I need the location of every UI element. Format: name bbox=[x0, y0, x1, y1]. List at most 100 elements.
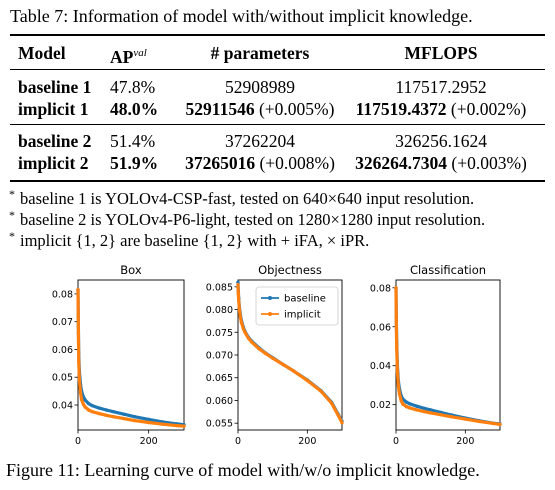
data-point-implicit bbox=[90, 409, 94, 414]
y-tick-label: 0.085 bbox=[206, 282, 233, 293]
cell-ap: 48.0% bbox=[110, 99, 159, 119]
data-point-implicit bbox=[439, 413, 443, 417]
data-point-implicit bbox=[498, 422, 502, 427]
data-point-implicit bbox=[257, 346, 261, 351]
y-tick-label: 0.06 bbox=[52, 345, 73, 356]
data-point-implicit bbox=[236, 298, 241, 303]
table-row: implicit 1 48.0% 52911546 (+0.005%) 1175… bbox=[10, 97, 545, 121]
table-group-rule bbox=[10, 124, 545, 125]
table-note: * baseline 1 is YOLOv4-CSP-fast, tested o… bbox=[9, 187, 475, 208]
data-point-implicit bbox=[415, 408, 419, 412]
y-tick-label: 0.04 bbox=[52, 401, 73, 412]
data-point-implicit bbox=[236, 291, 241, 296]
y-tick-label: 0.04 bbox=[370, 361, 391, 372]
data-point-baseline bbox=[97, 406, 101, 410]
data-point-baseline bbox=[415, 404, 419, 408]
data-point-implicit bbox=[243, 330, 247, 334]
data-point-implicit bbox=[175, 423, 179, 428]
data-point-implicit bbox=[246, 336, 251, 340]
data-point-implicit bbox=[397, 392, 402, 396]
legend-label-baseline: baseline bbox=[284, 294, 326, 305]
table-header-rule bbox=[10, 69, 545, 70]
header-model: Model bbox=[18, 43, 66, 63]
cell-params: 37262204 bbox=[225, 131, 295, 151]
cell-model: implicit 2 bbox=[18, 153, 89, 173]
data-point-implicit bbox=[146, 420, 151, 425]
data-point-implicit bbox=[394, 346, 399, 350]
x-tick-label: 200 bbox=[456, 436, 474, 447]
data-point-implicit bbox=[463, 417, 468, 421]
legend bbox=[255, 286, 339, 326]
data-point-implicit bbox=[111, 414, 116, 419]
data-point-baseline bbox=[146, 417, 151, 422]
y-tick-label: 0.060 bbox=[206, 396, 233, 407]
y-tick-label: 0.075 bbox=[206, 328, 233, 339]
table-note: * baseline 2 is YOLOv4-P6-light, tested o… bbox=[9, 208, 486, 229]
data-point-implicit bbox=[81, 402, 86, 406]
data-point-implicit bbox=[477, 419, 481, 424]
data-point-implicit bbox=[336, 414, 341, 418]
figure-caption: Figure 11: Learning curve of model with/… bbox=[6, 460, 480, 480]
data-point-implicit bbox=[238, 315, 243, 319]
cell-mflops: 326264.7304 (+0.003%) bbox=[355, 153, 527, 173]
data-point-implicit bbox=[182, 424, 186, 428]
data-point-implicit bbox=[399, 399, 403, 403]
x-tick-label: 200 bbox=[298, 436, 316, 447]
data-point-implicit bbox=[270, 356, 275, 360]
data-point-baseline bbox=[408, 402, 412, 406]
legend-marker-baseline bbox=[268, 296, 272, 300]
cell-mflops: 117519.4372 (+0.002%) bbox=[355, 99, 527, 119]
y-tick-label: 0.08 bbox=[52, 289, 73, 300]
data-point-baseline bbox=[122, 412, 126, 416]
chart-objectness: Objectness 0.055 0.060 0.065 0.070 0.075 0.080… bbox=[206, 263, 344, 447]
table-row: implicit 2 51.9% 37265016 (+0.008%) 3262… bbox=[10, 151, 545, 175]
data-point-implicit bbox=[132, 418, 137, 423]
data-point-implicit bbox=[76, 331, 81, 335]
data-point-implicit bbox=[236, 282, 240, 287]
data-point-implicit bbox=[83, 405, 87, 409]
y-tick-label: 0.065 bbox=[206, 373, 233, 384]
data-point-implicit bbox=[305, 378, 310, 383]
data-point-implicit bbox=[76, 288, 80, 292]
cell-params: 52911546 (+0.005%) bbox=[185, 99, 335, 119]
series-line-baseline bbox=[394, 287, 501, 426]
data-point-implicit bbox=[394, 286, 398, 290]
data-point-implicit bbox=[340, 421, 344, 425]
data-point-implicit bbox=[77, 358, 81, 363]
x-tick-label: 0 bbox=[75, 436, 81, 447]
header-ap: APval bbox=[110, 47, 147, 67]
cell-model: baseline 1 bbox=[18, 77, 92, 97]
cell-ap: 51.9% bbox=[110, 153, 159, 173]
cell-ap: 51.4% bbox=[110, 131, 156, 151]
data-point-implicit bbox=[291, 369, 296, 373]
table-row: baseline 1 47.8% 52908989 117517.2952 bbox=[10, 75, 545, 99]
data-point-implicit bbox=[394, 319, 399, 323]
table-caption: Table 7: Information of model with/witho… bbox=[10, 6, 473, 26]
cell-params: 52908989 bbox=[225, 77, 295, 97]
series-line-baseline bbox=[76, 289, 185, 427]
data-point-baseline bbox=[90, 403, 94, 408]
data-point-implicit bbox=[396, 384, 401, 388]
data-point-implicit bbox=[319, 389, 323, 394]
cell-mflops: 326256.1624 bbox=[395, 131, 487, 151]
data-point-implicit bbox=[449, 415, 454, 419]
chart-title: Box bbox=[120, 263, 142, 277]
data-point-implicit bbox=[491, 421, 495, 426]
data-point-baseline bbox=[104, 408, 108, 412]
data-point-implicit bbox=[86, 408, 91, 412]
chart-box: Box 0.04 0.05 0.06 0.07 0.08 0 200 bbox=[52, 263, 186, 447]
data-point-baseline bbox=[132, 414, 137, 419]
data-point-implicit bbox=[401, 402, 405, 406]
y-tick-label: 0.06 bbox=[370, 322, 391, 333]
data-point-implicit bbox=[79, 397, 84, 402]
data-point-baseline bbox=[83, 398, 87, 402]
data-point-implicit bbox=[264, 351, 268, 356]
data-point-implicit bbox=[281, 362, 285, 367]
data-point-implicit bbox=[77, 378, 82, 382]
x-tick-label: 0 bbox=[235, 436, 241, 447]
data-point-implicit bbox=[422, 409, 426, 414]
chart-classification: Classification 0.02 0.04 0.06 0.08 0 200 bbox=[370, 263, 502, 447]
cell-params: 37265016 (+0.008%) bbox=[185, 153, 335, 173]
data-point-baseline bbox=[404, 400, 409, 404]
data-point-implicit bbox=[241, 326, 245, 330]
